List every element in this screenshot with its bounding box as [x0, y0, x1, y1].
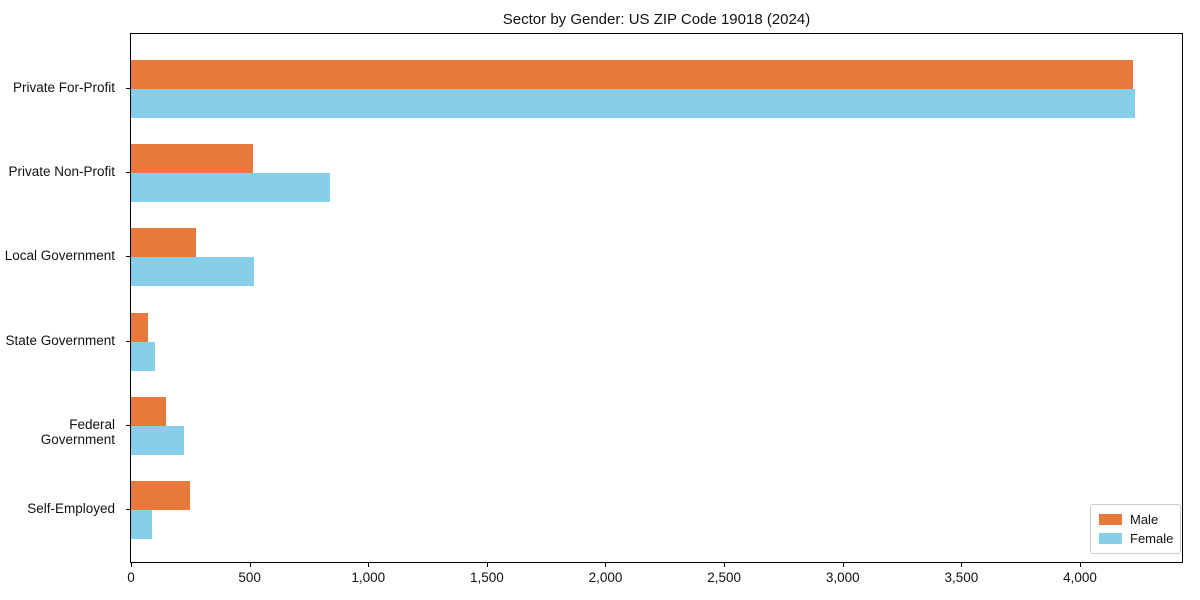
- bar-male-private-non-profit: [131, 144, 254, 174]
- x-tick: [249, 563, 251, 567]
- y-tick: [126, 424, 130, 426]
- bar-male-self-employed: [131, 481, 190, 510]
- x-tick: [131, 563, 132, 567]
- x-tick-label: 2,500: [707, 570, 741, 585]
- x-tick-label: 4,000: [1063, 570, 1097, 585]
- x-tick-label: 0: [127, 570, 135, 585]
- bar-female-federal-government: [131, 425, 184, 455]
- x-tick-label: 500: [238, 570, 261, 585]
- y-tick: [126, 172, 130, 174]
- plot-area: [130, 33, 1183, 563]
- y-tick-label: Private For-Profit: [12, 80, 115, 95]
- x-tick-label: 1,500: [469, 570, 504, 585]
- x-tick: [486, 563, 488, 567]
- y-tick-label: Self-Employed: [27, 501, 115, 516]
- x-tick-label: 3,500: [944, 570, 979, 585]
- y-tick: [126, 256, 130, 258]
- x-tick: [961, 563, 963, 567]
- x-tick-label: 3,000: [825, 570, 860, 585]
- legend-swatch-male: [1099, 514, 1122, 525]
- x-tick: [724, 563, 726, 567]
- bar-male-state-government: [131, 312, 148, 342]
- x-tick-label: 1,000: [351, 570, 386, 585]
- bar-female-local-government: [131, 257, 254, 287]
- x-tick: [605, 563, 607, 567]
- bar-male-private-for-profit: [131, 60, 1134, 89]
- legend-swatch-female: [1099, 533, 1122, 544]
- y-tick: [126, 509, 130, 510]
- x-tick: [842, 563, 844, 567]
- y-tick-label: Private Non-Profit: [8, 164, 115, 180]
- x-tick-label: 2,000: [588, 570, 623, 585]
- legend: Male Female: [1090, 504, 1181, 554]
- bar-female-state-government: [131, 341, 156, 371]
- x-tick: [1079, 563, 1081, 567]
- legend-label: Female: [1130, 531, 1174, 546]
- y-tick-label: State Government: [5, 332, 115, 348]
- bar-male-federal-government: [131, 396, 166, 426]
- legend-entry-male: Male: [1099, 512, 1172, 527]
- chart-title: Sector by Gender: US ZIP Code 19018 (202…: [502, 11, 811, 28]
- bar-female-private-for-profit: [131, 89, 1135, 118]
- y-tick: [126, 340, 130, 342]
- bar-male-local-government: [131, 228, 196, 258]
- y-tick-label: Federal Government: [40, 416, 115, 447]
- y-tick-label: Local Government: [4, 248, 115, 264]
- y-tick: [126, 88, 130, 89]
- bar-female-self-employed: [131, 510, 152, 539]
- legend-entry-female: Female: [1099, 531, 1174, 546]
- x-tick: [368, 563, 370, 567]
- legend-label: Male: [1130, 512, 1159, 527]
- bar-female-private-non-profit: [131, 173, 331, 203]
